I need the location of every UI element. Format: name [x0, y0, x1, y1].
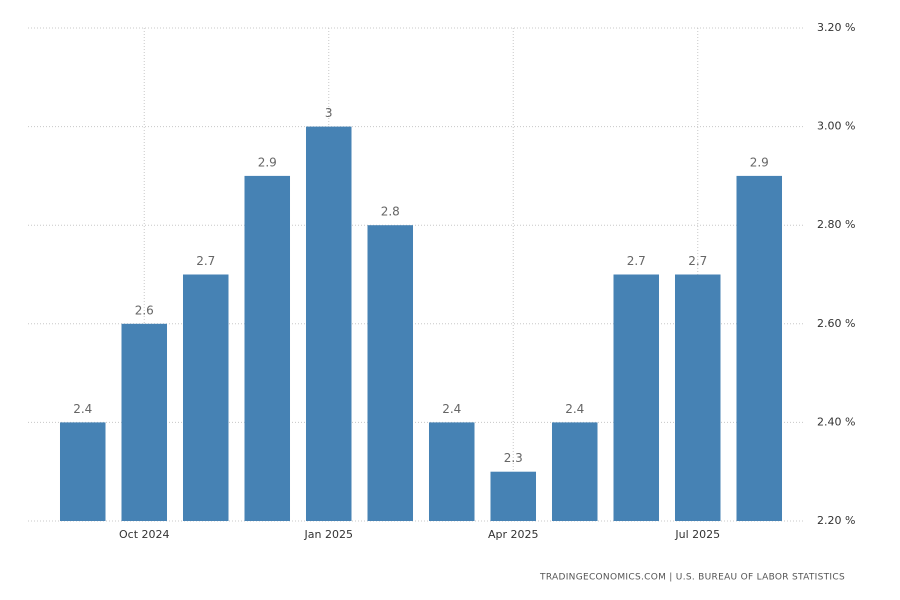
x-tick-label: Jul 2025	[674, 528, 720, 541]
bar	[674, 274, 721, 521]
bar	[736, 175, 783, 521]
y-tick-label: 2.80 %	[817, 218, 855, 231]
data-label: 2.3	[504, 451, 523, 465]
data-label: 2.8	[381, 205, 400, 219]
data-label: 2.6	[135, 303, 154, 317]
data-label: 2.9	[258, 155, 277, 169]
bar	[121, 323, 168, 521]
data-label: 2.7	[196, 254, 215, 268]
data-label: 2.4	[565, 402, 584, 416]
bar	[490, 471, 537, 521]
data-label: 2.9	[750, 155, 769, 169]
source: TRADINGECONOMICS.COM | U.S. BUREAU OF LA…	[539, 573, 845, 583]
data-label: 3	[325, 106, 333, 120]
bar	[244, 175, 291, 521]
bar	[305, 126, 352, 521]
bar	[182, 274, 229, 521]
y-tick-label: 2.60 %	[817, 317, 855, 330]
bar	[367, 225, 414, 521]
bar	[59, 422, 106, 521]
x-tick-label: Apr 2025	[488, 528, 539, 541]
y-tick-label: 2.40 %	[817, 415, 855, 428]
bar	[613, 274, 660, 521]
y-tick-label: 2.20 %	[817, 514, 855, 527]
data-label: 2.4	[73, 402, 92, 416]
x-tick-label: Oct 2024	[119, 528, 170, 541]
x-tick-label: Jan 2025	[304, 528, 353, 541]
y-tick-label: 3.00 %	[817, 120, 855, 133]
data-label: 2.7	[688, 254, 707, 268]
data-label: 2.4	[442, 402, 461, 416]
bar	[551, 422, 598, 521]
bar	[428, 422, 475, 521]
y-tick-label: 3.20 %	[817, 21, 855, 34]
data-label: 2.7	[627, 254, 646, 268]
